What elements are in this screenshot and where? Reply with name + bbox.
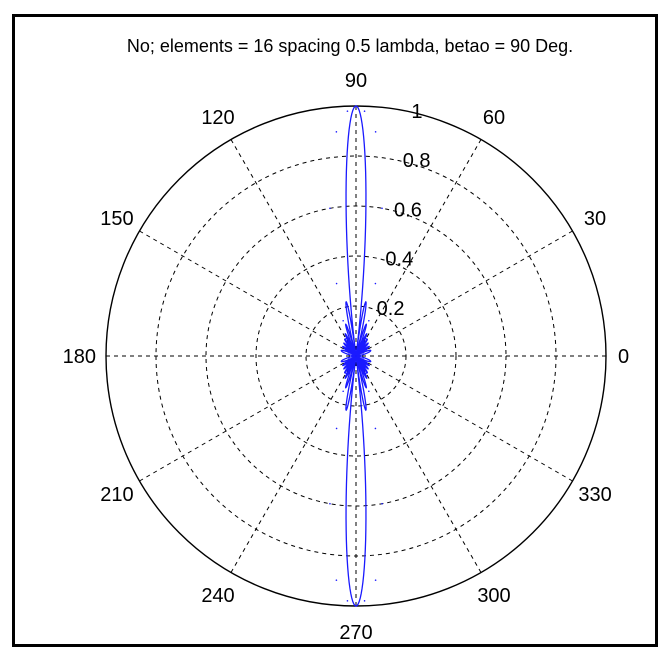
radial-labels: 0.2 0.4 0.6 0.8 1 <box>377 101 431 320</box>
angle-label-120: 120 <box>201 107 234 129</box>
pattern-point <box>344 344 347 347</box>
pattern-point <box>355 355 357 357</box>
pattern-point <box>329 207 331 210</box>
angle-label-0: 0 <box>618 346 629 368</box>
pattern-point <box>365 344 368 347</box>
angle-label-60: 60 <box>483 107 505 129</box>
pattern-point <box>342 319 344 322</box>
pattern-point <box>345 372 347 375</box>
pattern-point <box>335 282 338 285</box>
plot-frame <box>12 14 658 647</box>
pattern-point <box>347 353 350 355</box>
pattern-point <box>346 600 349 602</box>
chart-title: No; elements = 16 spacing 0.5 lambda, be… <box>127 36 573 56</box>
pattern-point <box>381 207 383 210</box>
pattern-point <box>366 348 368 351</box>
radial-label-1: 0.4 <box>385 249 413 271</box>
pattern-point <box>362 353 365 355</box>
angle-label-270: 270 <box>339 622 372 644</box>
pattern-point <box>335 427 338 430</box>
pattern-point <box>374 579 377 581</box>
pattern-point <box>374 282 377 285</box>
pattern-point <box>363 110 366 112</box>
pattern-point <box>362 357 365 359</box>
pattern-point <box>345 337 347 340</box>
pattern-point <box>346 110 349 112</box>
pattern-point <box>366 361 368 364</box>
pattern-point <box>368 390 370 393</box>
pattern-point <box>355 105 357 107</box>
pattern-point <box>347 357 350 359</box>
pattern-point <box>335 131 338 133</box>
pattern-point <box>335 579 338 581</box>
pattern-point <box>368 319 370 322</box>
radial-label-3: 0.8 <box>403 150 431 172</box>
pattern-point <box>344 365 347 368</box>
pattern-point <box>344 348 346 351</box>
pattern-point <box>355 605 357 607</box>
angle-label-210: 210 <box>100 484 133 506</box>
grid-ring-1 <box>255 255 457 457</box>
angle-label-300: 300 <box>477 585 510 607</box>
pattern-point <box>329 502 331 505</box>
angle-label-150: 150 <box>100 208 133 230</box>
pattern-point <box>365 365 368 368</box>
pattern-point <box>374 131 377 133</box>
radial-label-2: 0.6 <box>394 199 422 221</box>
pattern-point <box>344 361 346 364</box>
angle-label-330: 330 <box>578 484 611 506</box>
angle-labels: 0 30 60 90 120 150 180 210 240 270 300 330 <box>63 70 630 644</box>
angle-label-180: 180 <box>63 346 96 368</box>
pattern-point <box>381 502 383 505</box>
angle-label-90: 90 <box>345 70 367 92</box>
series-layer <box>329 105 383 607</box>
pattern-point <box>363 600 366 602</box>
radial-label-0: 0.2 <box>377 298 405 320</box>
angle-label-240: 240 <box>201 585 234 607</box>
pattern-point <box>365 372 367 375</box>
pattern-point <box>365 337 367 340</box>
radial-label-4: 1 <box>411 101 422 123</box>
pattern-point <box>342 390 344 393</box>
angle-label-30: 30 <box>584 208 606 230</box>
pattern-point <box>374 427 377 430</box>
